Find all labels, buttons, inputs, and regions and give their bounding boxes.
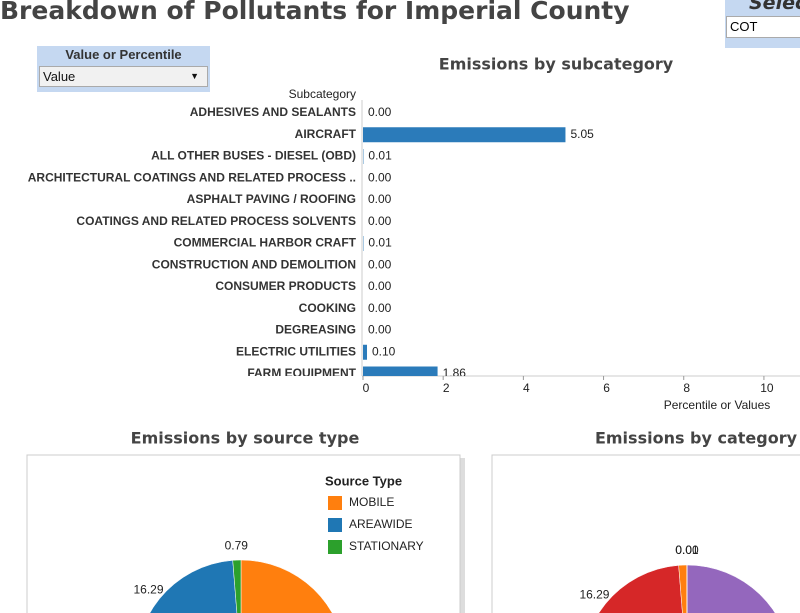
category-label: CONSTRUCTION AND DEMOLITION [152, 257, 356, 271]
value-label: 0.00 [368, 323, 392, 337]
category-label: COOKING [299, 301, 356, 315]
category-label: ALL OTHER BUSES - DIESEL (OBD) [151, 149, 356, 163]
x-tick-label: 4 [523, 381, 530, 395]
value-label: 0.00 [368, 257, 392, 271]
value-label: 16.29 [134, 582, 164, 596]
category-label: CONSUMER PRODUCTS [215, 279, 356, 293]
category-label: COATINGS AND RELATED PROCESS SOLVENTS [76, 214, 356, 228]
legend-swatch [328, 540, 342, 554]
legend-swatch [328, 496, 342, 510]
category-label: FARM EQUIPMENT [247, 366, 356, 380]
select-label: Selec [749, 0, 800, 14]
plot-area: ADHESIVES AND SEALANTS 0.00 AIRCRAFT 5.05 AL… [28, 105, 594, 380]
legend-label: MOBILE [349, 495, 394, 509]
category-label: AIRCRAFT [295, 127, 357, 141]
pie-slice [149, 560, 238, 613]
value-label: 0.00 [368, 192, 392, 206]
x-tick-label: 0 [363, 381, 370, 395]
value-label: 0.00 [368, 279, 392, 293]
x-tick-label: 2 [443, 381, 450, 395]
pie-slice [240, 559, 333, 613]
value-label: 0.10 [372, 344, 396, 358]
pie-slice [598, 565, 683, 613]
value-label: 0.00 [368, 301, 392, 315]
x-axis-title: Percentile or Values [664, 398, 771, 412]
x-tick-label: 8 [683, 381, 690, 395]
category-label: ARCHITECTURAL COATINGS AND RELATED PROCE… [28, 170, 356, 184]
y-axis-title: Subcategory [289, 87, 356, 101]
value-label: 0.01 [675, 543, 699, 557]
bar [363, 344, 368, 360]
x-tick-label: 6 [603, 381, 610, 395]
value-label: 0.00 [368, 170, 392, 184]
value-label: 0.00 [675, 543, 699, 557]
chart-title: Emissions by subcategory [439, 55, 674, 74]
value-label: 0.00 [368, 214, 392, 228]
chart-title: Emissions by category [595, 429, 798, 448]
value-label: 0.01 [368, 236, 392, 250]
category-label: ASPHALT PAVING / ROOFING [187, 192, 356, 206]
dropdown[interactable]: Value ▼ [39, 66, 208, 87]
category-label: COMMERCIAL HARBOR CRAFT [174, 236, 357, 250]
legend-title: Source Type [325, 473, 402, 488]
x-tick-label: 10 [760, 381, 774, 395]
bar [363, 366, 438, 376]
dropdown-value: Value [43, 69, 76, 84]
value-label: 0.00 [368, 105, 392, 119]
legend-swatch [328, 518, 342, 532]
category-label: DEGREASING [275, 323, 356, 337]
select-input[interactable]: COT [726, 16, 800, 38]
value-label: 1.86 [443, 366, 467, 380]
value-label: 5.05 [570, 127, 594, 141]
bar [363, 127, 566, 143]
value-label: 16.29 [579, 587, 609, 601]
chart-title: Emissions by source type [131, 429, 360, 448]
pie-slice [232, 559, 242, 613]
value-label: 0.01 [368, 149, 392, 163]
page-title: Breakdown of Pollutants for Imperial Cou… [0, 0, 630, 25]
pie-slice [686, 564, 776, 613]
selector-label: Value or Percentile [65, 47, 182, 62]
legend-label: AREAWIDE [349, 517, 413, 531]
legend-label: STATIONARY [349, 539, 424, 553]
category-label: ADHESIVES AND SEALANTS [190, 105, 356, 119]
value-selector: Value or Percentile Value ▼ [37, 46, 210, 92]
dropdown-arrow: ▼ [190, 71, 199, 81]
category-label: ELECTRIC UTILITIES [236, 344, 356, 358]
value-label: 0.79 [225, 538, 249, 552]
select-control: Selec COT [725, 0, 800, 48]
